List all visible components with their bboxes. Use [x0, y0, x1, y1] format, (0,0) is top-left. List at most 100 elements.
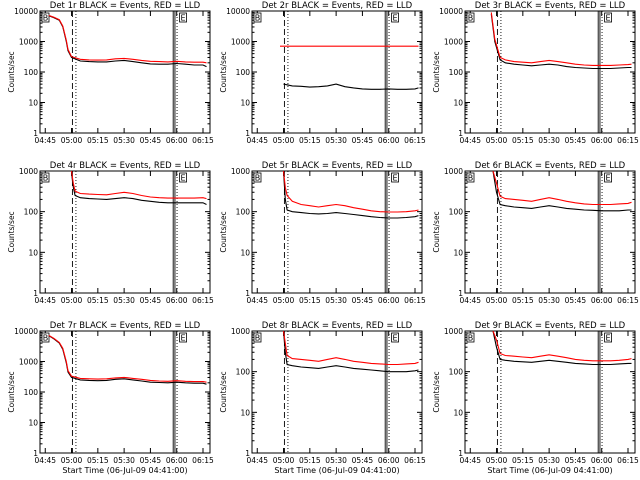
x-tick-label: 06:00: [378, 136, 400, 145]
x-tick-label: 06:15: [192, 296, 214, 305]
x-tick-label: 06:15: [404, 296, 426, 305]
y-axis-label: Counts/sec: [432, 211, 441, 252]
x-tick-label: 05:30: [325, 136, 347, 145]
x-tick-label: 04:45: [246, 456, 268, 465]
end-marker-box: [179, 332, 187, 343]
y-axis-label: Counts/sec: [432, 51, 441, 92]
plot-frame: [39, 10, 211, 134]
x-tick-label: 04:45: [246, 296, 268, 305]
end-marker-box: [604, 12, 612, 23]
y-tick-label: 100: [236, 208, 251, 217]
end-marker-box: [391, 172, 399, 183]
x-tick-label: 06:15: [617, 136, 639, 145]
end-marker: E: [393, 14, 398, 23]
end-marker: E: [393, 334, 398, 343]
y-axis-label: Counts/sec: [219, 371, 228, 412]
x-tick-label: 05:30: [113, 136, 135, 145]
x-axis-label: Start Time (06-Jul-09 04:41:00): [62, 466, 187, 475]
panel-title: Det 7r BLACK = Events, RED = LLD: [50, 321, 201, 331]
x-tick-label: 05:30: [538, 296, 560, 305]
x-tick-label: 06:00: [378, 296, 400, 305]
end-marker: E: [181, 334, 186, 343]
end-marker-box: [604, 172, 612, 183]
y-axis-label: Counts/sec: [7, 371, 16, 412]
x-tick-label: 05:30: [113, 296, 135, 305]
y-tick-label: 10000: [226, 7, 250, 16]
y-axis-label: Counts/sec: [432, 371, 441, 412]
x-tick-label: 05:15: [299, 296, 321, 305]
begin-marker: B: [468, 334, 474, 343]
y-tick-label: 1: [33, 289, 38, 298]
y-tick-label: 1000: [444, 38, 463, 47]
begin-marker-box: [41, 332, 50, 343]
series-lld-line: [48, 14, 207, 64]
begin-marker-box: [466, 332, 475, 343]
x-tick-label: 05:45: [352, 456, 374, 465]
panel-title: Det 5r BLACK = Events, RED = LLD: [262, 161, 413, 171]
x-tick-label: 05:00: [273, 136, 295, 145]
x-tick-label: 04:45: [246, 136, 268, 145]
panel-title: Det 1r BLACK = Events, RED = LLD: [50, 1, 201, 11]
x-axis-label: Start Time (06-Jul-09 04:41:00): [274, 466, 399, 475]
x-tick-label: 04:45: [459, 136, 481, 145]
y-tick-label: 10000: [439, 7, 463, 16]
x-tick-label: 04:45: [459, 296, 481, 305]
x-tick-label: 06:00: [166, 456, 188, 465]
y-tick-label: 10: [240, 408, 250, 417]
series-events-line: [282, 330, 419, 373]
panel-title: Det 9r BLACK = Events, RED = LLD: [475, 321, 626, 331]
end-marker-box: [391, 12, 399, 23]
x-tick-label: 05:00: [273, 296, 295, 305]
x-tick-label: 05:00: [486, 456, 508, 465]
series-lld-line: [70, 170, 207, 200]
begin-marker-box: [466, 12, 475, 23]
series-events-line: [70, 172, 207, 205]
begin-marker: B: [468, 14, 474, 23]
series-lld-line: [48, 334, 207, 383]
panel-title: Det 4r BLACK = Events, RED = LLD: [50, 161, 201, 171]
y-tick-label: 100: [24, 388, 39, 397]
end-marker: E: [393, 174, 398, 183]
plot-frame: [251, 170, 423, 294]
begin-marker: B: [255, 174, 261, 183]
panel-8: Det 8r BLACK = Events, RED = LLD 1 10 100 10…: [219, 321, 426, 475]
end-marker: E: [606, 334, 611, 343]
x-tick-label: 05:45: [140, 136, 162, 145]
x-tick-label: 05:00: [486, 296, 508, 305]
x-tick-label: 05:15: [299, 456, 321, 465]
plot-frame: [464, 330, 636, 454]
x-tick-label: 06:00: [166, 136, 188, 145]
panel-6: Det 6r BLACK = Events, RED = LLD 1 10 100 10…: [432, 161, 639, 305]
x-tick-label: 05:30: [538, 456, 560, 465]
end-marker-box: [604, 332, 612, 343]
y-axis-label: Counts/sec: [219, 51, 228, 92]
x-tick-label: 06:00: [378, 456, 400, 465]
x-tick-label: 05:15: [299, 136, 321, 145]
begin-marker-box: [253, 172, 262, 183]
panel-9: Det 9r BLACK = Events, RED = LLD 1 10 100 10…: [432, 321, 639, 475]
y-tick-label: 1: [245, 289, 250, 298]
y-tick-label: 1000: [19, 358, 38, 367]
panel-2: Det 2r BLACK = Events, RED = LLD 1 10 100 10…: [219, 1, 426, 145]
y-tick-label: 1: [33, 449, 38, 458]
x-tick-label: 04:45: [34, 456, 56, 465]
begin-marker: B: [255, 14, 261, 23]
x-tick-label: 05:15: [512, 456, 534, 465]
y-tick-label: 100: [449, 68, 464, 77]
y-tick-label: 1: [245, 449, 250, 458]
y-axis-label: Counts/sec: [7, 51, 16, 92]
y-tick-label: 1000: [19, 167, 38, 176]
y-tick-label: 100: [24, 208, 39, 217]
x-tick-label: 05:45: [352, 136, 374, 145]
x-tick-label: 05:15: [87, 456, 109, 465]
x-tick-label: 05:15: [512, 136, 534, 145]
end-marker-box: [179, 172, 187, 183]
begin-marker-box: [253, 332, 262, 343]
series-events-line: [283, 83, 419, 90]
series-events-line: [490, 13, 632, 70]
x-tick-label: 05:30: [538, 136, 560, 145]
x-tick-label: 06:15: [404, 456, 426, 465]
series-events-line: [492, 330, 632, 366]
series-events-line: [282, 170, 419, 219]
panel-title: Det 8r BLACK = Events, RED = LLD: [262, 321, 413, 331]
